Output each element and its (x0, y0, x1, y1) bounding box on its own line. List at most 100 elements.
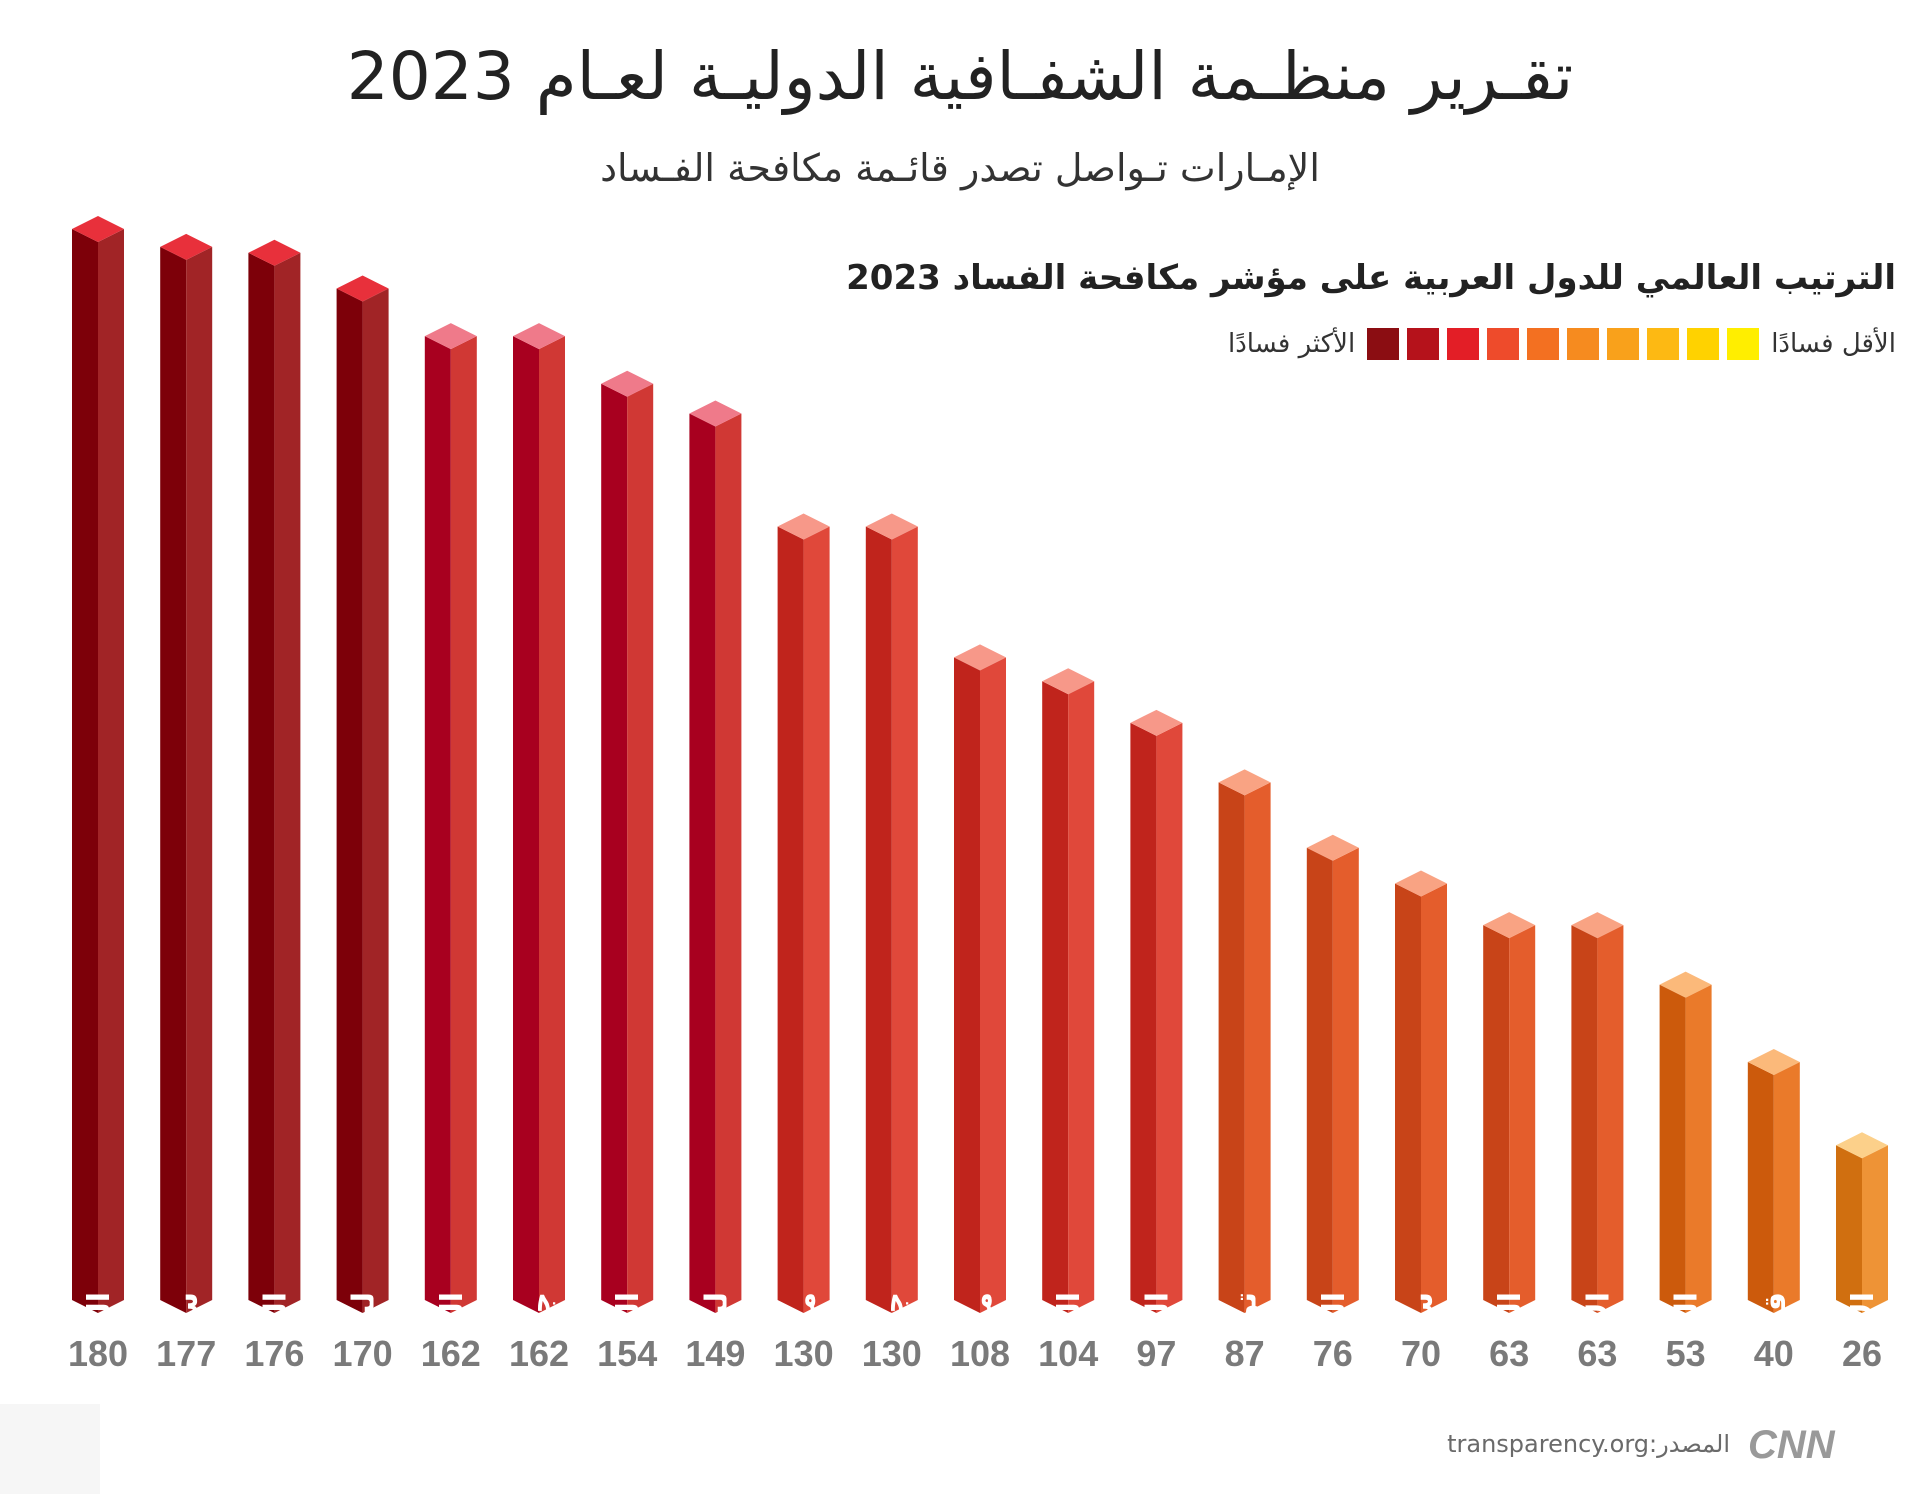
bar-top-cap (513, 323, 565, 350)
source-note: المصدر:transparency.org (1447, 1430, 1730, 1458)
bar-side-face (1862, 1145, 1888, 1313)
bar-rank-label: 104 (1038, 1333, 1098, 1374)
bar-rank-label: 26 (1842, 1333, 1882, 1374)
legend-swatch (1527, 328, 1560, 360)
bar-top-cap (72, 216, 124, 242)
bar-side-face (98, 229, 124, 1313)
legend-swatch (1687, 328, 1720, 360)
bar-side-face (1773, 1062, 1800, 1313)
bar-front-face (1130, 722, 1157, 1313)
bar-rank-label: 63 (1489, 1333, 1529, 1374)
bar-top-cap (160, 233, 213, 260)
bar-side-face (1685, 984, 1712, 1313)
bar-country-label: تونس (1229, 1292, 1264, 1376)
bar-top-cap (1395, 870, 1447, 897)
bar-front-face (689, 413, 716, 1313)
bar-top-cap (1306, 834, 1359, 861)
bar-rank-label: 70 (1401, 1333, 1441, 1374)
legend-swatch (1407, 328, 1440, 360)
bar-country-label: الصومال (82, 1292, 117, 1418)
bar-country-label: جزر القمر (523, 1292, 558, 1444)
bar-side-face (980, 657, 1006, 1313)
cnn-arabic-logo: CNN بالعربية (1748, 1423, 1896, 1467)
bar-rank-label: 154 (597, 1333, 657, 1374)
bar-front-face (601, 383, 628, 1313)
bar-country-label: البحرين (1317, 1292, 1352, 1404)
bar-side-face (450, 336, 477, 1314)
bar-front-face (954, 657, 980, 1313)
bar-rank-label: 162 (421, 1333, 481, 1374)
bar-rank-label: 53 (1666, 1333, 1706, 1374)
bar-side-face (362, 288, 389, 1313)
bar-side-face (539, 336, 565, 1314)
bar-country-label: موريتانيا (788, 1292, 823, 1416)
bar-front-face (72, 229, 98, 1313)
bar-country-label: المغرب (1140, 1292, 1175, 1399)
bar-country-label: الجزائر (1052, 1292, 1087, 1396)
bar-rank-label: 177 (156, 1333, 216, 1374)
bar-front-face (1571, 925, 1598, 1313)
bar-top-cap (689, 400, 742, 427)
bar-country-label: السودان (435, 1292, 470, 1414)
legend-swatch (1367, 328, 1400, 360)
bar-side-face (803, 526, 830, 1313)
bar-rank-label: 162 (509, 1333, 569, 1374)
bar-top-cap (1836, 1132, 1888, 1159)
svg-text:بالعربية: بالعربية (1894, 1431, 1896, 1466)
bar-top-cap (248, 239, 301, 266)
bar-top-cap (1659, 971, 1712, 998)
bar-front-face (1306, 847, 1333, 1313)
color-legend: الأقل فسادًا الأكثر فسادًا (1228, 324, 1896, 364)
bar-country-label: اليمن (258, 1292, 293, 1373)
bar-rank-label: 170 (333, 1333, 393, 1374)
bar-front-face (248, 252, 275, 1313)
bar-side-face (1156, 722, 1183, 1313)
bar-country-label: ليبيا (347, 1292, 382, 1351)
legend-least-label: الأقل فسادًا (1771, 329, 1896, 359)
bar-front-face (1483, 925, 1510, 1313)
bar-top-cap (1042, 668, 1095, 695)
bar-side-face (1244, 782, 1271, 1313)
legend-swatch (1447, 328, 1480, 360)
bar-top-cap (1218, 769, 1271, 796)
legend-swatch (1487, 328, 1520, 360)
bar-rank-label: 97 (1136, 1333, 1176, 1374)
bar-rank-label: 180 (68, 1333, 128, 1374)
bar-country-label: الكويت (1493, 1292, 1528, 1393)
legend-swatches (1367, 328, 1760, 360)
bar-rank-label: 63 (1577, 1333, 1617, 1374)
bar-rank-label: 87 (1225, 1333, 1265, 1374)
bar-side-face (1068, 681, 1095, 1313)
bar-country-label: قطر (1758, 1292, 1793, 1362)
bar-front-face (336, 288, 363, 1313)
bar-top-cap (1483, 912, 1536, 939)
bar-top-cap (1571, 912, 1624, 939)
bar-top-cap (601, 370, 654, 397)
bar-front-face (865, 526, 892, 1313)
bar-rank-label: 108 (950, 1333, 1010, 1374)
bar-country-label: مصر (964, 1292, 999, 1361)
bar-country-label: الإمارات (1846, 1292, 1881, 1412)
bar-rank-label: 130 (774, 1333, 834, 1374)
bar-rank-label: 40 (1754, 1333, 1794, 1374)
bar-rank-label: 130 (862, 1333, 922, 1374)
legend-swatch (1647, 328, 1680, 360)
bar-country-label: الأردن (1579, 1292, 1616, 1383)
svg-text:CNN: CNN (1748, 1423, 1836, 1467)
